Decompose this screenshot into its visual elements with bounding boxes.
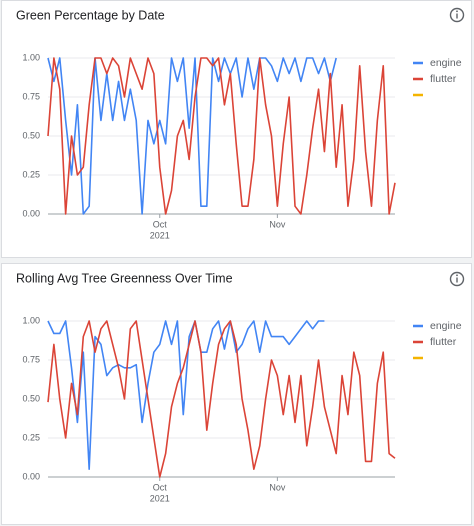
series-line	[47, 320, 325, 470]
y-tick-label: 1.00	[22, 315, 40, 325]
y-tick-label: 0.50	[22, 393, 40, 403]
y-tick-label: 0.75	[22, 354, 40, 364]
chart-card: Rolling Avg Tree Greenness Over Time 0.0…	[1, 263, 472, 525]
chart-title: Green Percentage by Date	[16, 8, 165, 22]
legend-label: engine	[430, 320, 462, 332]
chart: Green Percentage by Date 0.00 0.25 0.50 0.7…	[16, 7, 465, 240]
legend-label: flutter	[430, 336, 457, 348]
legend-label: engine	[430, 57, 462, 69]
y-tick-label: 0.25	[22, 432, 40, 442]
series-line	[47, 57, 337, 215]
chart-title: Rolling Avg Tree Greenness Over Time	[16, 271, 233, 285]
chart: Rolling Avg Tree Greenness Over Time 0.0…	[16, 271, 465, 503]
series-line	[47, 320, 396, 478]
x-tick-sublabel: 2021	[150, 493, 170, 503]
series-line	[47, 57, 396, 215]
y-tick-label: 0.50	[22, 130, 40, 140]
x-tick-label: Nov	[269, 219, 286, 229]
y-tick-label: 0.00	[22, 471, 40, 481]
y-tick-label: 0.25	[22, 169, 40, 179]
x-tick-sublabel: 2021	[150, 230, 170, 240]
y-tick-label: 0.75	[22, 91, 40, 101]
legend-label: flutter	[430, 73, 457, 85]
y-tick-label: 1.00	[22, 52, 40, 62]
chart-card: Green Percentage by Date 0.00 0.25 0.50 0.7…	[1, 0, 472, 258]
info-icon[interactable]	[449, 7, 465, 23]
y-tick-label: 0.00	[22, 208, 40, 218]
x-tick-label: Oct	[153, 219, 168, 229]
info-icon[interactable]	[449, 271, 465, 287]
x-tick-label: Nov	[269, 482, 286, 492]
x-tick-label: Oct	[153, 482, 168, 492]
